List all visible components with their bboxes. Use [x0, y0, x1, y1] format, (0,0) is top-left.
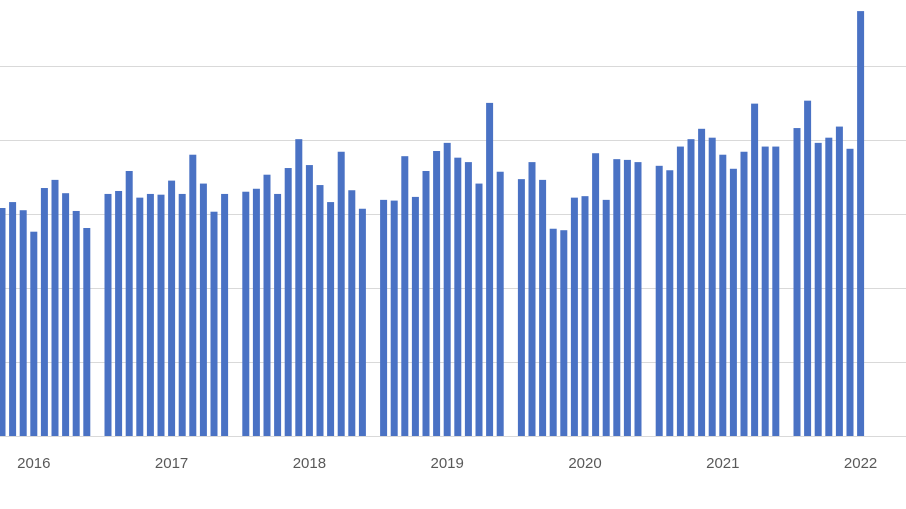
bar	[305, 165, 313, 436]
bar	[0, 208, 6, 436]
bar	[422, 170, 430, 436]
bar	[846, 148, 854, 436]
bar	[316, 185, 324, 436]
bar	[380, 199, 388, 436]
bar	[274, 193, 282, 436]
bar	[252, 188, 260, 436]
bar	[666, 170, 674, 436]
bar	[221, 193, 229, 436]
bar	[634, 162, 642, 436]
bar	[433, 151, 441, 436]
bar	[199, 183, 207, 436]
bar	[443, 142, 451, 436]
bar	[464, 162, 472, 436]
bar	[104, 193, 112, 436]
bar	[517, 179, 525, 437]
bar	[146, 193, 154, 436]
bar	[835, 126, 843, 437]
x-tick-label: 2019	[431, 455, 464, 472]
bar	[772, 146, 780, 436]
bar	[814, 142, 822, 436]
bar	[698, 128, 706, 436]
bar	[9, 202, 17, 436]
bar	[189, 154, 197, 437]
x-tick-label: 2022	[844, 455, 877, 472]
bar	[719, 154, 727, 437]
bar	[581, 196, 589, 436]
bar	[125, 170, 133, 436]
bar	[210, 211, 218, 436]
bar	[411, 196, 419, 436]
bar	[570, 197, 578, 436]
bar	[168, 180, 176, 436]
bar	[30, 231, 38, 436]
bar	[560, 230, 568, 436]
x-tick-label: 2020	[568, 455, 601, 472]
bar	[62, 193, 70, 436]
bar	[676, 146, 684, 436]
bar	[655, 165, 663, 437]
bar	[549, 228, 557, 436]
bar	[40, 188, 48, 436]
bar	[401, 156, 409, 436]
bar	[136, 197, 144, 436]
bar	[613, 159, 621, 436]
bar	[475, 183, 483, 436]
x-tick-label: 2017	[155, 455, 188, 472]
bar	[51, 179, 59, 437]
bar	[337, 151, 345, 437]
bar	[454, 157, 462, 436]
x-tick-label: 2016	[17, 455, 50, 472]
bar	[528, 162, 536, 436]
bar	[687, 139, 695, 437]
x-tick-label: 2018	[293, 455, 326, 472]
bar	[358, 208, 366, 436]
bar	[602, 199, 610, 436]
bar	[263, 174, 271, 436]
bar	[825, 137, 833, 436]
x-tick-label: 2021	[706, 455, 739, 472]
bar	[486, 102, 494, 436]
bar	[539, 179, 547, 437]
bar	[623, 159, 631, 436]
bar	[857, 11, 865, 436]
bar	[327, 202, 335, 436]
bar	[19, 210, 27, 436]
bar	[284, 168, 292, 437]
bar	[740, 151, 748, 437]
bar	[157, 194, 165, 436]
bar	[83, 227, 91, 436]
bar	[496, 171, 504, 436]
bar	[592, 153, 600, 437]
bar	[390, 200, 398, 436]
bar	[751, 103, 759, 437]
bar	[761, 146, 769, 436]
bar	[348, 190, 356, 436]
bar	[804, 100, 812, 436]
bar	[72, 210, 80, 436]
bar	[708, 137, 716, 436]
bar	[793, 128, 801, 436]
bar	[115, 190, 123, 436]
bar	[178, 193, 186, 436]
bar	[295, 139, 303, 437]
bar	[729, 168, 737, 436]
bar	[242, 191, 250, 436]
